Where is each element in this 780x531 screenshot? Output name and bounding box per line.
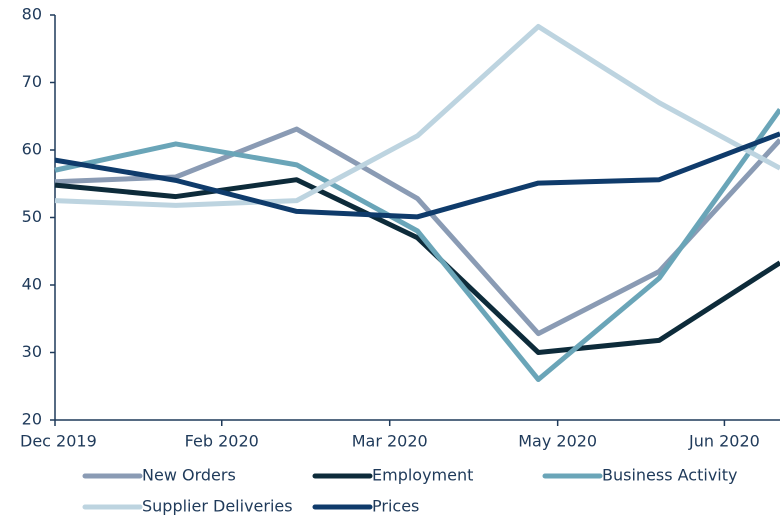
y-tick-label: 70 bbox=[22, 72, 42, 91]
y-tick-label: 50 bbox=[22, 207, 42, 226]
x-tick-label: Mar 2020 bbox=[352, 432, 428, 451]
series-line bbox=[54, 23, 780, 208]
y-tick-label: 20 bbox=[22, 410, 42, 429]
x-tick-label: Jun 2020 bbox=[688, 432, 760, 451]
x-tick-label: May 2020 bbox=[518, 432, 597, 451]
series-line bbox=[54, 177, 780, 355]
y-tick-label: 80 bbox=[22, 5, 42, 24]
series-line bbox=[54, 108, 780, 382]
legend-label: New Orders bbox=[142, 466, 236, 485]
legend-label: Prices bbox=[372, 497, 419, 516]
x-tick-label: Dec 2019 bbox=[20, 432, 97, 451]
series-line bbox=[54, 126, 780, 337]
y-tick-label: 40 bbox=[22, 275, 42, 294]
legend-label: Business Activity bbox=[602, 466, 737, 485]
y-tick-label: 60 bbox=[22, 140, 42, 159]
x-tick-label: Feb 2020 bbox=[185, 432, 259, 451]
y-tick-label: 30 bbox=[22, 342, 42, 361]
legend-label: Employment bbox=[372, 466, 473, 485]
legend-label: Supplier Deliveries bbox=[142, 497, 293, 516]
series-line bbox=[54, 131, 780, 220]
